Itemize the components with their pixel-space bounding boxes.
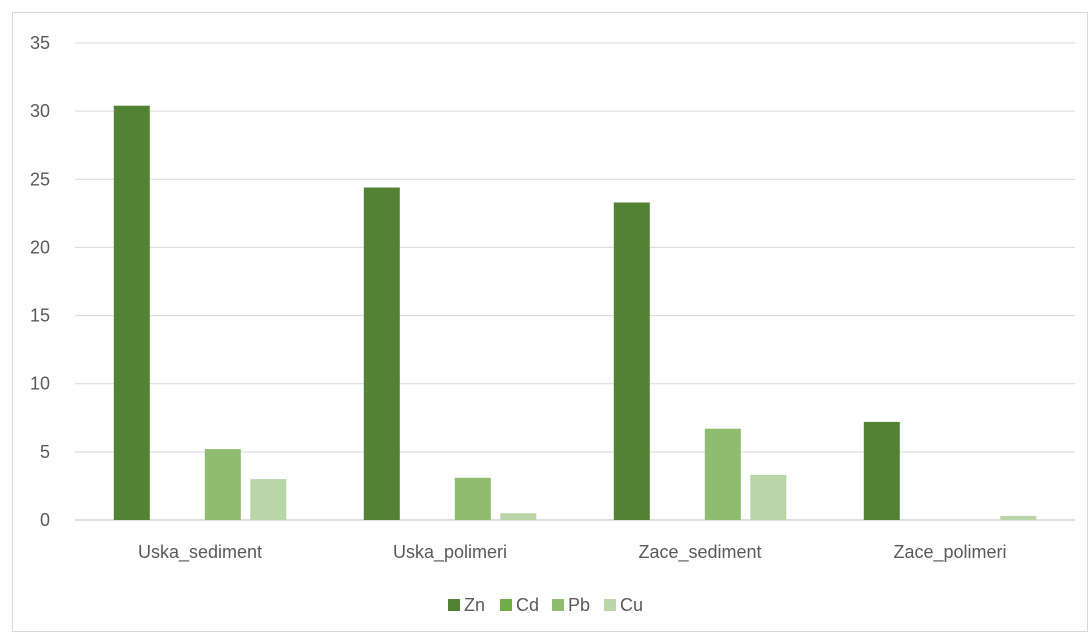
- bars: [113, 105, 1037, 520]
- y-tick-label: 10: [30, 374, 50, 394]
- legend-label: Zn: [464, 595, 485, 615]
- y-tick-label: 35: [30, 33, 50, 53]
- bar-cu-uska-polimeri: [500, 513, 537, 520]
- legend-swatch: [448, 599, 460, 611]
- bar-zn-zace-sediment: [613, 202, 650, 520]
- bar-zn-uska-sediment: [113, 105, 150, 520]
- y-tick-label: 25: [30, 169, 50, 189]
- y-tick-label: 5: [40, 442, 50, 462]
- legend-item-zn: Zn: [448, 595, 485, 615]
- bar-pb-uska-polimeri: [454, 477, 491, 520]
- bar-cu-zace-sediment: [750, 475, 787, 520]
- legend-swatch: [552, 599, 564, 611]
- legend-item-cd: Cd: [500, 595, 539, 615]
- legend-item-cu: Cu: [604, 595, 643, 615]
- y-tick-label: 20: [30, 237, 50, 257]
- bar-zn-uska-polimeri: [363, 187, 400, 520]
- y-tick-label: 0: [40, 510, 50, 530]
- x-axis-categories: Uska_sediment Uska_polimeri Zace_sediment Z…: [138, 542, 1007, 563]
- bar-zn-zace-polimeri: [863, 421, 900, 520]
- y-tick-label: 30: [30, 101, 50, 121]
- legend-swatch: [604, 599, 616, 611]
- legend-swatch: [500, 599, 512, 611]
- legend-label: Pb: [568, 595, 590, 615]
- bar-pb-zace-sediment: [704, 428, 741, 520]
- legend: Zn Cd Pb Cu: [448, 595, 643, 615]
- y-tick-label: 15: [30, 306, 50, 326]
- category-label: Zace_sediment: [638, 542, 761, 563]
- legend-label: Cd: [516, 595, 539, 615]
- legend-item-pb: Pb: [552, 595, 590, 615]
- bar-cu-zace-polimeri: [1000, 515, 1037, 520]
- legend-label: Cu: [620, 595, 643, 615]
- y-axis-ticks: 0 5 10 15 20 25 30 35: [30, 33, 50, 530]
- bar-cu-uska-sediment: [250, 479, 287, 520]
- gridlines: [75, 42, 1075, 521]
- chart-frame: [12, 12, 1088, 632]
- category-label: Uska_polimeri: [393, 542, 507, 563]
- category-label: Uska_sediment: [138, 542, 262, 563]
- category-label: Zace_polimeri: [893, 542, 1006, 563]
- bar-pb-uska-sediment: [204, 449, 241, 520]
